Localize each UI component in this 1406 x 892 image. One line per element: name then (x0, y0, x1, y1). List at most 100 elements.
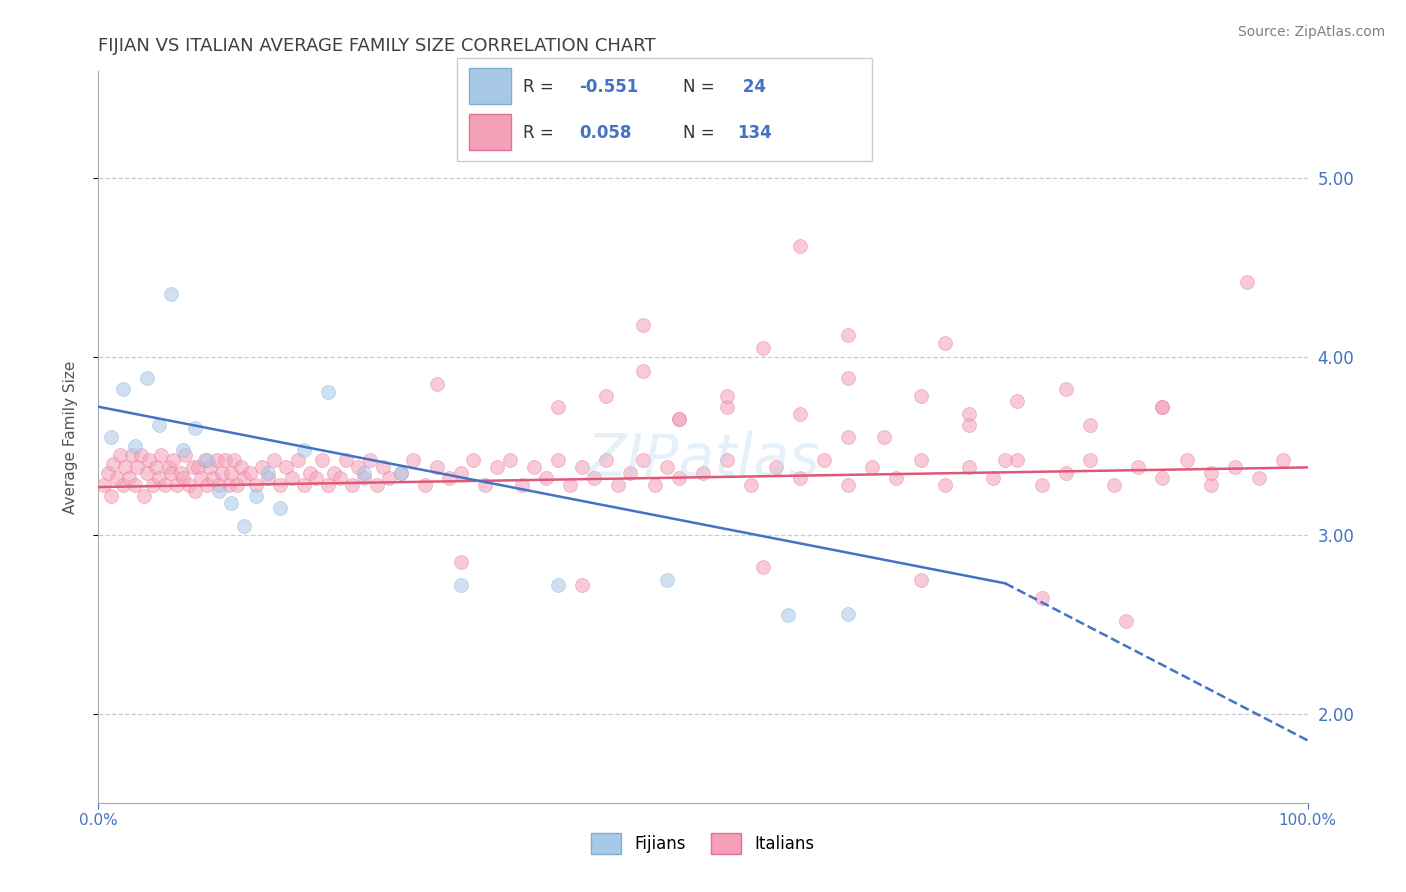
Point (655, 460, 678, 475)
Point (93, 478, 115, 492)
Point (716, 453, 738, 467)
Point (105, 471, 128, 485)
Point (129, 448, 152, 462)
Point (347, 460, 370, 475)
Point (1152, 471, 1174, 485)
Point (142, 478, 165, 492)
Point (740, 478, 762, 492)
Point (148, 471, 170, 485)
Point (232, 519, 254, 533)
Point (1007, 394, 1029, 409)
Point (226, 478, 249, 492)
Point (299, 466, 322, 480)
Point (837, 430, 859, 444)
Point (1199, 466, 1222, 480)
Point (1054, 382, 1077, 396)
Point (631, 364, 654, 378)
Point (214, 453, 236, 467)
Point (179, 478, 201, 492)
Point (323, 466, 346, 480)
Point (124, 478, 146, 492)
Point (426, 376, 449, 391)
Point (765, 460, 787, 475)
Point (957, 417, 980, 432)
Point (644, 478, 666, 492)
Point (437, 471, 460, 485)
Point (135, 371, 157, 385)
Point (250, 460, 273, 475)
Point (353, 471, 375, 485)
Point (631, 453, 654, 467)
Point (1031, 591, 1053, 605)
Point (195, 478, 218, 492)
Point (1115, 614, 1137, 628)
Point (994, 453, 1017, 467)
Point (595, 389, 617, 403)
Point (111, 478, 134, 492)
Point (274, 460, 297, 475)
Point (160, 466, 183, 480)
Point (145, 460, 167, 475)
Point (335, 453, 357, 467)
Point (1223, 460, 1246, 475)
Point (174, 448, 197, 462)
Point (311, 453, 333, 467)
Point (910, 573, 932, 587)
Point (789, 239, 811, 253)
Point (474, 478, 496, 492)
Text: N =: N = (683, 124, 720, 142)
Point (752, 341, 775, 355)
Point (607, 478, 630, 492)
Point (934, 478, 956, 492)
Point (583, 471, 606, 485)
Point (202, 471, 225, 485)
Point (463, 453, 485, 467)
Point (1102, 478, 1125, 492)
Point (619, 466, 641, 480)
Point (100, 430, 122, 444)
Text: 0.058: 0.058 (579, 124, 631, 142)
Point (910, 389, 932, 403)
Text: R =: R = (523, 124, 560, 142)
Point (97, 466, 120, 480)
Point (222, 453, 245, 467)
FancyBboxPatch shape (470, 69, 510, 104)
Point (172, 471, 194, 485)
Point (789, 471, 811, 485)
Point (389, 466, 412, 480)
Point (316, 478, 339, 492)
Point (547, 453, 569, 467)
Legend: Fijians, Italians: Fijians, Italians (585, 827, 821, 860)
Point (450, 466, 472, 480)
Point (934, 335, 956, 350)
Point (595, 453, 617, 467)
Point (837, 478, 859, 492)
Point (287, 453, 309, 467)
Point (292, 442, 315, 457)
Point (239, 466, 262, 480)
Point (342, 478, 364, 492)
Point (957, 407, 980, 421)
Point (1152, 400, 1174, 414)
Point (305, 471, 328, 485)
Point (256, 466, 278, 480)
Point (292, 478, 315, 492)
Point (166, 478, 188, 492)
Point (413, 478, 436, 492)
Point (1007, 453, 1029, 467)
Point (571, 578, 593, 592)
Point (957, 460, 980, 475)
Point (558, 478, 581, 492)
Text: ZIPatlas: ZIPatlas (586, 431, 820, 488)
Point (150, 448, 173, 462)
Point (860, 460, 883, 475)
Text: FIJIAN VS ITALIAN AVERAGE FAMILY SIZE CORRELATION CHART: FIJIAN VS ITALIAN AVERAGE FAMILY SIZE CO… (98, 37, 657, 54)
Point (194, 453, 217, 467)
Point (211, 466, 233, 480)
Point (450, 555, 472, 569)
Point (716, 389, 738, 403)
Point (837, 607, 859, 621)
Point (353, 466, 375, 480)
Point (101, 457, 124, 471)
Point (138, 453, 160, 467)
